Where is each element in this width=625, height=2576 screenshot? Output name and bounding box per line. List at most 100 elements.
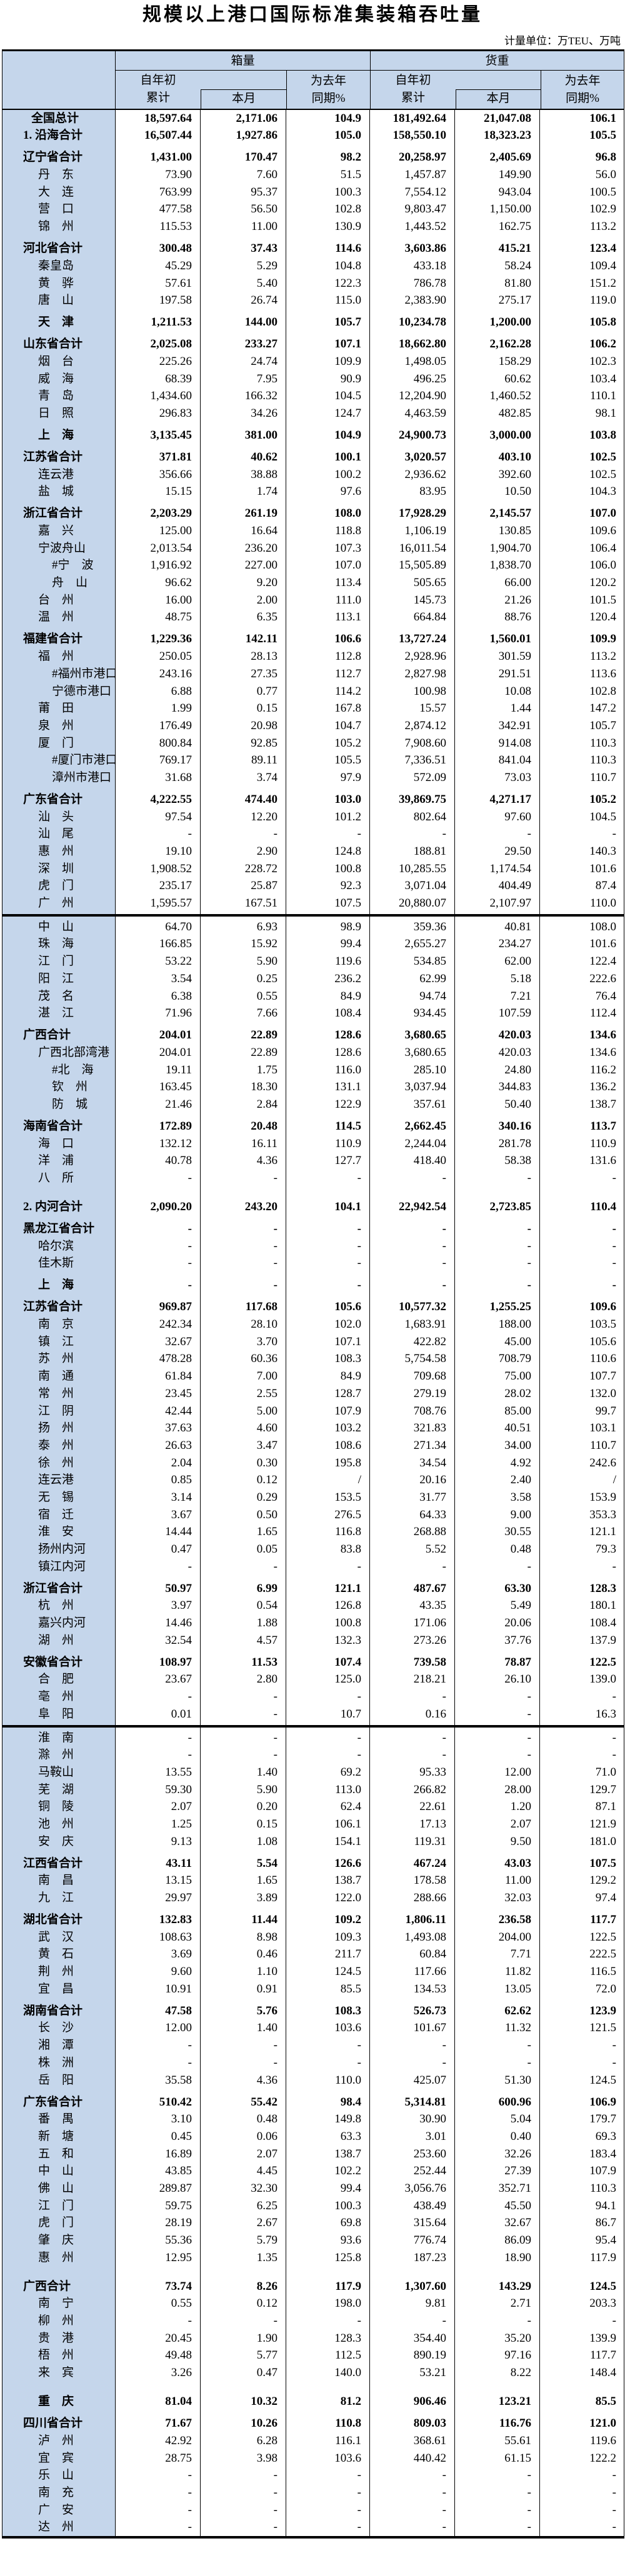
table-row: 南 昌 13.15 1.65 138.7 178.58 11.00 129.2	[2, 1872, 624, 1890]
value-cell: 40.78	[116, 1152, 201, 1170]
value-cell: 3,135.45	[116, 422, 201, 444]
value-cell: 1,683.91	[370, 1316, 455, 1334]
value-cell: 0.12	[201, 2295, 286, 2313]
value-cell: 68.39	[116, 370, 201, 388]
value-cell: 13,727.24	[370, 626, 455, 649]
value-cell: -	[612, 2469, 616, 2482]
value-cell: 128.6	[286, 1022, 370, 1045]
value-cell: 110.7	[589, 1438, 616, 1452]
value-cell: 10.08	[455, 682, 540, 700]
value-cell: 800.84	[116, 734, 201, 752]
value-cell: 49.48	[116, 2347, 201, 2365]
port-name-cell	[2, 912, 116, 919]
port-name-cell: 秦皇岛	[2, 257, 116, 275]
value-cell: 3.70	[201, 1333, 286, 1351]
table-row: 广西合计 73.74 8.26 117.9 1,307.60 143.29 124.5	[2, 2266, 624, 2295]
value-cell: 114.2	[286, 682, 370, 700]
value-cell: 5.04	[455, 2111, 540, 2129]
value-cell: 107.9	[286, 1402, 370, 1420]
cargo-weight-group-header: 货重 自年初 累计 本月 为去年 同期%	[370, 51, 624, 109]
value-cell: 149.8	[286, 2111, 370, 2129]
value-cell: 11.53	[201, 1649, 286, 1671]
table-row: 锦 州 115.53 11.00 130.9 1,443.52 162.75 113.2	[2, 218, 624, 236]
value-cell: 105.6	[286, 1294, 370, 1316]
port-name-cell: 惠 州	[2, 843, 116, 860]
value-cell: -	[286, 2519, 370, 2537]
port-name-cell: 中 山	[2, 918, 116, 936]
table-row: 日 照 296.83 34.26 124.7 4,463.59 482.85 98.1	[2, 405, 624, 422]
value-cell: 31.68	[116, 769, 201, 787]
value-cell: 225.26	[116, 353, 201, 370]
value-cell: 340.16	[455, 1113, 540, 1135]
port-name-cell: 2. 内河合计	[2, 1187, 116, 1216]
unit-note: 计量单位：万TEU、万吨	[504, 35, 621, 47]
value-cell: 2,874.12	[370, 717, 455, 735]
port-name-cell: 重 庆	[2, 2382, 116, 2411]
value-cell: 104.9	[286, 110, 370, 127]
value-cell: 128.6	[286, 1044, 370, 1062]
value-cell: 3.58	[455, 1489, 540, 1506]
value-cell: -	[455, 2501, 540, 2519]
value-cell: -	[612, 2520, 616, 2534]
value-cell: 138.7	[286, 2145, 370, 2163]
value-cell: 7,554.12	[370, 184, 455, 201]
value-cell: 2.07	[455, 1816, 540, 1833]
table-row: 江 门 59.75 6.25 100.3 438.49 45.50 94.1	[2, 2197, 624, 2215]
value-cell: 101.2	[286, 808, 370, 826]
value-cell: 1,174.54	[455, 860, 540, 878]
value-cell: 3,071.04	[370, 877, 455, 895]
value-cell: 108.3	[286, 1997, 370, 2020]
value-cell: 266.82	[370, 1781, 455, 1799]
value-cell: -	[116, 1746, 201, 1764]
value-cell: 178.58	[370, 1872, 455, 1890]
value-cell: 113.2	[589, 650, 616, 664]
value-cell: 122.5	[589, 1930, 616, 1944]
value-cell: 121.0	[589, 2417, 616, 2430]
value-cell: 24,900.73	[370, 422, 455, 444]
port-name-cell: 五 和	[2, 2145, 116, 2163]
value-cell: 124.5	[286, 1963, 370, 1981]
table-row: 深 圳 1,908.52 228.72 100.8 10,285.55 1,174.54 1…	[2, 860, 624, 878]
value-cell: 102.9	[589, 202, 616, 216]
value-cell: -	[286, 1170, 370, 1187]
port-name-cell: 江西省合计	[2, 1850, 116, 1872]
value-cell: 236.2	[286, 970, 370, 988]
page-title: 规模以上港口国际标准集装箱吞吐量	[142, 4, 482, 25]
value-cell: -	[116, 2054, 201, 2072]
value-cell: 1,806.11	[370, 1907, 455, 1929]
value-cell: 140.0	[286, 2364, 370, 2382]
value-cell: 129.2	[589, 1874, 616, 1887]
port-name-cell: 镇江内河	[2, 1558, 116, 1576]
value-cell: 10.7	[286, 1706, 370, 1723]
table-row: 威 海 68.39 7.95 90.9 496.25 60.62 103.4	[2, 370, 624, 388]
value-cell: 890.19	[370, 2347, 455, 2365]
value-cell: 5.90	[201, 1781, 286, 1799]
value-cell: 97.9	[286, 769, 370, 787]
value-cell: 2.84	[201, 1096, 286, 1113]
value-cell: -	[612, 827, 616, 841]
value-cell: 122.3	[286, 274, 370, 292]
value-cell: 1,255.25	[455, 1294, 540, 1316]
value-cell: -	[455, 1746, 540, 1764]
port-name-cell: 杭 州	[2, 1597, 116, 1615]
port-name-cell: 锦 州	[2, 218, 116, 236]
port-name-cell: 滁 州	[2, 1746, 116, 1764]
value-cell: 16.64	[201, 522, 286, 540]
value-cell: 101.6	[589, 937, 616, 951]
table-row: 惠 州 19.10 2.90 124.8 188.81 29.50 140.3	[2, 843, 624, 860]
value-cell: 211.7	[286, 1946, 370, 1964]
value-cell: 87.1	[595, 1800, 616, 1814]
value-cell: 4.36	[201, 2071, 286, 2089]
value-cell: 131.6	[589, 1154, 616, 1168]
value-cell: 147.2	[589, 702, 616, 715]
value-cell: 0.47	[116, 1541, 201, 1558]
value-cell: 2.07	[201, 2145, 286, 2163]
value-cell: 357.61	[370, 1096, 455, 1113]
value-cell: -	[116, 1729, 201, 1747]
value-cell: 572.09	[370, 769, 455, 787]
value-cell: 2.90	[201, 843, 286, 860]
value-cell: 2,162.28	[455, 331, 540, 354]
table-row: 茂 名 6.38 0.55 84.9 94.74 7.21 76.4	[2, 987, 624, 1005]
value-cell: 105.2	[589, 792, 616, 806]
value-cell: -	[286, 2501, 370, 2519]
